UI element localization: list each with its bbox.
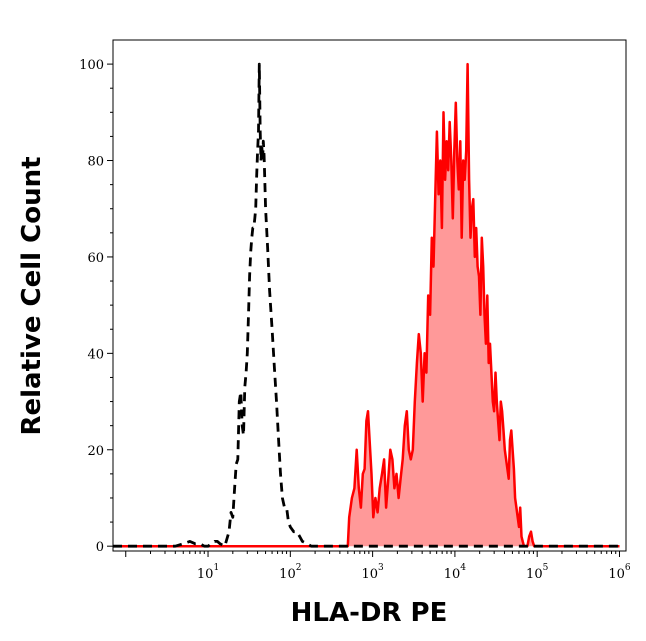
y-tick-label: 0 (96, 540, 104, 555)
x-tick-label: 103 (361, 563, 384, 582)
y-tick-label: 40 (87, 347, 104, 362)
series-1-area (113, 64, 620, 547)
y-tick-label: 60 (87, 251, 104, 266)
series-1-line (113, 62, 620, 548)
x-axis-ticks: 101 102 103 104 105 106 (125, 551, 631, 582)
y-axis-title: Relative Cell Count (17, 156, 47, 435)
x-axis-title: HLA-DR PE (291, 598, 448, 628)
x-tick-label: 104 (444, 563, 467, 582)
y-tick-label: 20 (87, 444, 104, 459)
x-tick-label: 105 (526, 563, 549, 582)
series-layer (113, 62, 620, 548)
series-0-line (113, 62, 620, 548)
x-tick-label: 102 (279, 563, 301, 582)
y-axis-ticks: 0 20 40 60 80 100 (79, 58, 113, 555)
x-tick-label: 106 (608, 563, 631, 582)
y-tick-label: 80 (87, 155, 104, 170)
y-tick-label: 100 (79, 58, 104, 73)
x-tick-label: 101 (197, 563, 219, 582)
